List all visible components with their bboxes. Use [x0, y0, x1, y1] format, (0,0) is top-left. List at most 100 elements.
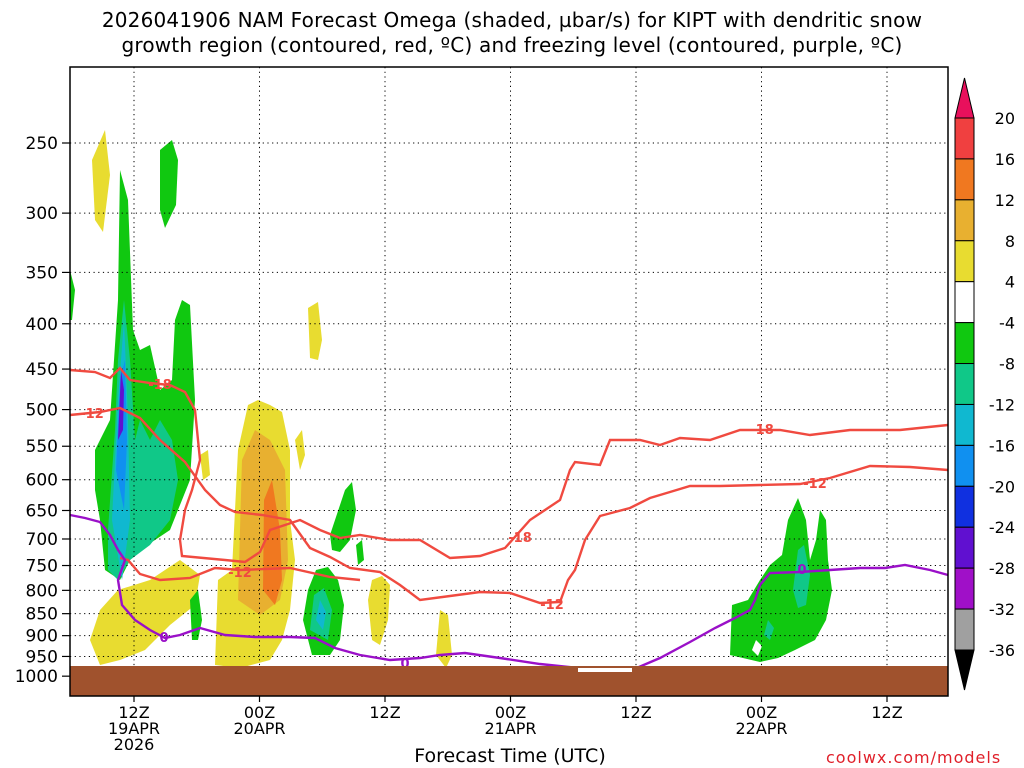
dgz-contour	[69, 406, 949, 605]
colorbar-segment	[954, 526, 975, 569]
colorbar-label: -24	[989, 518, 1015, 537]
x-tick-label: 12Z	[871, 703, 902, 722]
x-tick-label: 20APR	[233, 719, 285, 738]
colorbar-segment	[954, 363, 975, 405]
colorbar-segment	[954, 322, 975, 365]
colorbar-segment	[954, 199, 975, 242]
colorbar-segment	[954, 567, 975, 610]
y-tick-label: 950	[26, 647, 58, 667]
dgz-contour-label: -12	[80, 407, 104, 422]
y-tick-label: 250	[26, 134, 58, 154]
y-tick-label: 850	[26, 605, 58, 625]
colorbar-label: 8	[1005, 232, 1015, 251]
freezing-contour-label: 0	[400, 657, 409, 672]
colorbar-top-arrow	[954, 77, 975, 119]
y-axis: 2503003504004505005506006507007508008509…	[15, 134, 70, 687]
omega-shading	[70, 130, 832, 668]
colorbar-label: 20	[995, 109, 1015, 128]
dgz-contour-label: -18	[750, 423, 774, 438]
y-tick-label: 650	[26, 501, 58, 521]
freezing-contour-label: 0	[797, 563, 806, 578]
colorbar-segment	[954, 403, 975, 446]
y-tick-label: 350	[26, 263, 58, 283]
omega-region-teal	[764, 620, 774, 640]
colorbar-segment	[954, 240, 975, 283]
colorbar-label: 12	[995, 191, 1015, 210]
y-tick-label: 1000	[15, 667, 58, 687]
dgz-contour-label: -18	[148, 378, 172, 393]
omega-region-yellow	[295, 430, 305, 470]
colorbar-segment	[954, 608, 975, 651]
y-tick-label: 550	[26, 437, 58, 457]
dgz-contour-label: -12	[540, 598, 564, 613]
x-tick-label: 00Z	[746, 703, 777, 722]
colorbar-label: -8	[999, 355, 1015, 374]
omega-region-green	[160, 140, 178, 228]
x-tick-label: 19APR	[108, 719, 160, 738]
omega-region-yellow	[200, 450, 210, 480]
freezing-contour-label: 0	[159, 631, 168, 646]
colorbar-segment	[954, 485, 975, 528]
freezing-contour	[631, 563, 949, 672]
omega-region-green	[330, 482, 356, 552]
colorbar-segment	[954, 158, 975, 201]
colorbar-segment	[954, 444, 975, 487]
omega-region-yellow	[92, 130, 110, 232]
y-tick-label: 750	[26, 557, 58, 577]
colorbar: 20 16 12 8 4 -4 -8 -12 -16 -20 -24 -28 -32 -36	[954, 77, 1015, 691]
omega-region-teal	[793, 545, 810, 608]
x-tick-label: 00Z	[244, 703, 275, 722]
y-tick-label: 900	[26, 627, 58, 647]
colorbar-label: 4	[1005, 273, 1015, 292]
colorbar-label: 16	[995, 150, 1015, 169]
omega-hole	[752, 640, 762, 656]
x-tick-label: 2026	[114, 735, 155, 754]
omega-region-green	[70, 270, 75, 320]
x-tick-label: 00Z	[495, 703, 526, 722]
colorbar-bottom-arrow	[954, 649, 975, 691]
y-tick-label: 450	[26, 360, 58, 380]
omega-region-yellow	[308, 302, 322, 360]
dgz-contours	[69, 366, 949, 605]
x-tick-label: 12Z	[369, 703, 400, 722]
omega-region-green	[356, 540, 364, 565]
colorbar-segment	[954, 281, 975, 324]
dgz-contour-label: -12	[228, 566, 252, 581]
omega-region-yellow	[90, 560, 200, 665]
chart-title-line-2: growth region (contoured, red, ºC) and f…	[121, 33, 903, 57]
dgz-contour-label: -18	[508, 531, 532, 546]
x-tick-label: 22APR	[735, 719, 787, 738]
y-tick-label: 600	[26, 471, 58, 491]
x-tick-label: 21APR	[484, 719, 536, 738]
colorbar-label: -16	[989, 436, 1015, 455]
colorbar-label: -4	[999, 314, 1015, 333]
contour-labels: -18 -12 -12 -18 -12 -18 -12 0 0 0	[80, 378, 827, 672]
colorbar-label: -36	[989, 641, 1015, 660]
y-tick-label: 700	[26, 530, 58, 550]
dgz-contour	[119, 556, 361, 582]
credit-text: coolwx.com/models	[826, 748, 1002, 767]
freezing-level-contours	[69, 513, 949, 672]
omega-region-cyan	[316, 600, 326, 630]
omega-region-purple	[118, 370, 124, 440]
colorbar-segment	[954, 117, 975, 160]
chart-title-line-1: 2026041906 NAM Forecast Omega (shaded, µ…	[101, 8, 923, 32]
freezing-contour	[69, 513, 579, 670]
ground-surface	[70, 666, 948, 696]
colorbar-label: -12	[989, 395, 1015, 414]
omega-region-blue	[116, 360, 127, 510]
colorbar-label: -32	[989, 600, 1015, 619]
x-axis-title: Forecast Time (UTC)	[414, 745, 606, 767]
omega-region-yellow	[368, 576, 390, 645]
y-tick-label: 300	[26, 204, 58, 224]
colorbar-label: -28	[989, 559, 1015, 578]
y-tick-label: 500	[26, 401, 58, 421]
omega-region-green	[730, 498, 832, 662]
dgz-contour-label: -12	[803, 477, 827, 492]
dgz-contour	[69, 366, 949, 564]
y-tick-label: 400	[26, 315, 58, 335]
x-tick-label: 12Z	[118, 703, 149, 722]
y-tick-label: 800	[26, 581, 58, 601]
colorbar-label: -20	[989, 477, 1015, 496]
